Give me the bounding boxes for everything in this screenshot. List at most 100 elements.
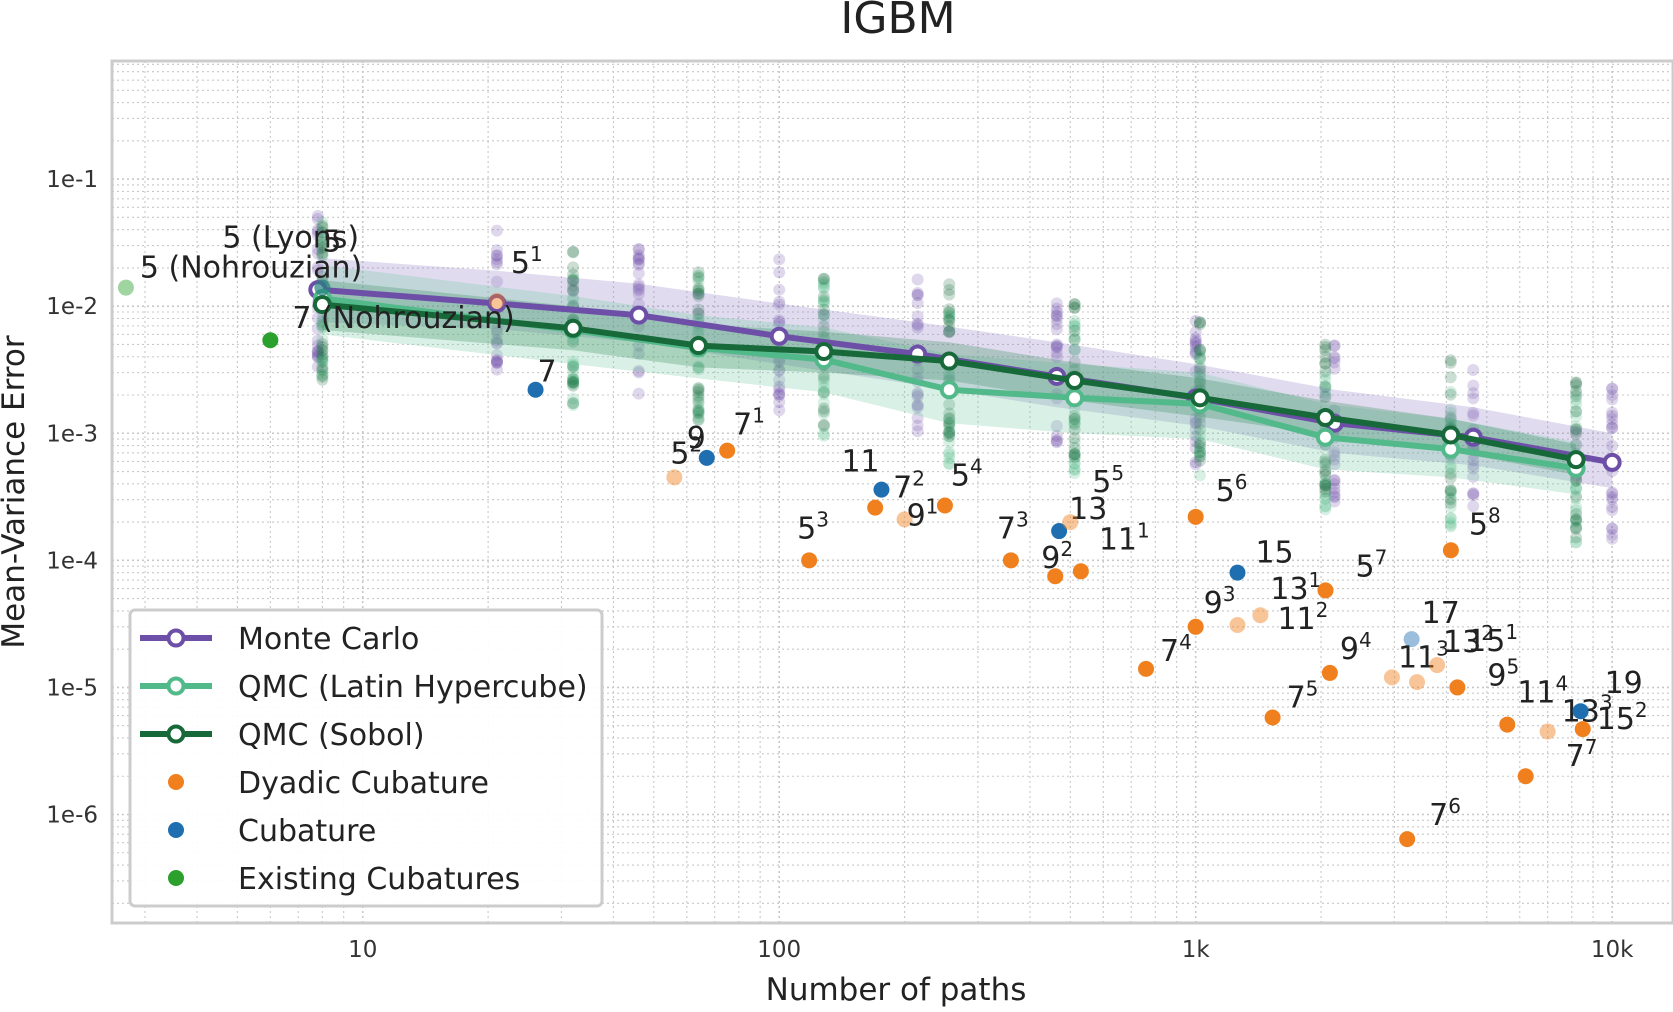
- sample-dot: [817, 429, 830, 442]
- sample-dot: [1189, 458, 1202, 471]
- sample-dot: [316, 344, 329, 357]
- sample-dot: [490, 356, 503, 369]
- sample-dot: [316, 220, 329, 233]
- sample-dot: [692, 386, 705, 399]
- series-marker-qmc-sobol-: [312, 295, 332, 315]
- sample-dot: [1193, 417, 1206, 430]
- sample-dot: [1193, 454, 1206, 467]
- sample-dot: [1570, 438, 1583, 451]
- sample-dot: [1193, 435, 1206, 448]
- sample-dot: [567, 376, 580, 389]
- sample-dot: [773, 373, 786, 386]
- sample-dot: [490, 255, 503, 268]
- sample-dot: [911, 319, 924, 332]
- sample-dot: [773, 380, 786, 393]
- sample-dot: [817, 293, 830, 306]
- sample-dot: [817, 419, 830, 432]
- sample-dot: [1570, 390, 1583, 403]
- sample-dot: [1189, 456, 1202, 469]
- sample-dot: [632, 252, 645, 265]
- point-label-superscript: 3: [1600, 690, 1613, 714]
- sample-dot: [817, 282, 830, 295]
- sample-dot: [1570, 520, 1583, 533]
- point-label-superscript: 3: [1436, 636, 1449, 660]
- sample-dot: [567, 293, 580, 306]
- chart-title: IGBM: [840, 0, 955, 44]
- sample-dot: [911, 296, 924, 309]
- cubature-point: [1539, 723, 1556, 740]
- sample-dot: [1570, 536, 1583, 549]
- sample-dot: [1444, 459, 1457, 472]
- sample-dot: [1319, 373, 1332, 386]
- sample-dot: [943, 419, 956, 432]
- y-tick-label: 1e-3: [46, 421, 98, 447]
- sample-dot: [490, 253, 503, 266]
- sample-dot: [817, 277, 830, 290]
- sample-dot: [911, 419, 924, 432]
- sample-dot: [817, 281, 830, 294]
- sample-dot: [692, 403, 705, 416]
- sample-dot: [1319, 477, 1332, 490]
- sample-dot: [1467, 364, 1480, 377]
- sample-dot: [1193, 344, 1206, 357]
- point-label: 11: [841, 445, 879, 480]
- legend-entries: Monte Carlo QMC (Latin Hypercube) QMC (Sob…: [140, 622, 588, 897]
- sample-dot: [316, 355, 329, 368]
- series-marker-monte-carlo: [1602, 452, 1622, 472]
- point-label: 58: [1469, 503, 1501, 542]
- sample-dot: [1068, 324, 1081, 337]
- sample-dot: [1606, 486, 1619, 499]
- sample-dot: [632, 366, 645, 379]
- sample-dot: [1189, 430, 1202, 443]
- sample-dot: [1068, 463, 1081, 476]
- sample-dot: [632, 364, 645, 377]
- cubature-point: [873, 481, 890, 498]
- sample-dot: [1189, 344, 1202, 357]
- cubature-point-layer: 5 (Nohrouzian)7 (Nohrouzian)5 (Lyons)551…: [117, 221, 1648, 848]
- legend-label-existing-cubatures: Existing Cubatures: [238, 862, 520, 897]
- sample-dot: [1193, 371, 1206, 384]
- sample-dot: [817, 402, 830, 415]
- sample-dot: [692, 404, 705, 417]
- sample-dot: [692, 360, 705, 373]
- sample-dot: [1068, 436, 1081, 449]
- sample-dot: [1319, 381, 1332, 394]
- sample-dot: [567, 374, 580, 387]
- sample-dot: [911, 390, 924, 403]
- sample-dot: [567, 268, 580, 281]
- sample-dot: [490, 323, 503, 336]
- sample-dot: [1606, 418, 1619, 431]
- sample-dot: [316, 355, 329, 368]
- point-label-superscript: 4: [970, 455, 983, 479]
- sample-dot: [943, 320, 956, 333]
- sample-dot: [1467, 487, 1480, 500]
- sample-dot: [943, 452, 956, 465]
- sample-dot: [692, 266, 705, 279]
- sample-dot: [316, 226, 329, 239]
- cubature-point: [1442, 542, 1459, 559]
- sample-dot: [911, 399, 924, 412]
- sample-dot: [567, 365, 580, 378]
- sample-dot: [1319, 365, 1332, 378]
- sample-dot: [943, 430, 956, 443]
- cubature-point: [1187, 618, 1204, 635]
- cubature-point: [801, 552, 818, 569]
- sample-dot: [1328, 339, 1341, 352]
- sample-dot: [1570, 423, 1583, 436]
- sample-dot: [1444, 406, 1457, 419]
- cubature-point: [117, 279, 134, 296]
- sample-dot: [1319, 338, 1332, 351]
- sample-dot: [311, 339, 324, 352]
- sample-dot: [567, 272, 580, 285]
- sample-dot: [1328, 474, 1341, 487]
- sample-dot: [567, 371, 580, 384]
- sample-dot: [1068, 314, 1081, 327]
- sample-dot: [1467, 470, 1480, 483]
- sample-dot: [1193, 316, 1206, 329]
- sample-dot: [773, 298, 786, 311]
- sample-dot: [1189, 336, 1202, 349]
- sample-dot: [1570, 420, 1583, 433]
- point-label: 5 (Lyons): [222, 221, 359, 256]
- sample-dot: [692, 405, 705, 418]
- point-label: 72: [893, 467, 925, 506]
